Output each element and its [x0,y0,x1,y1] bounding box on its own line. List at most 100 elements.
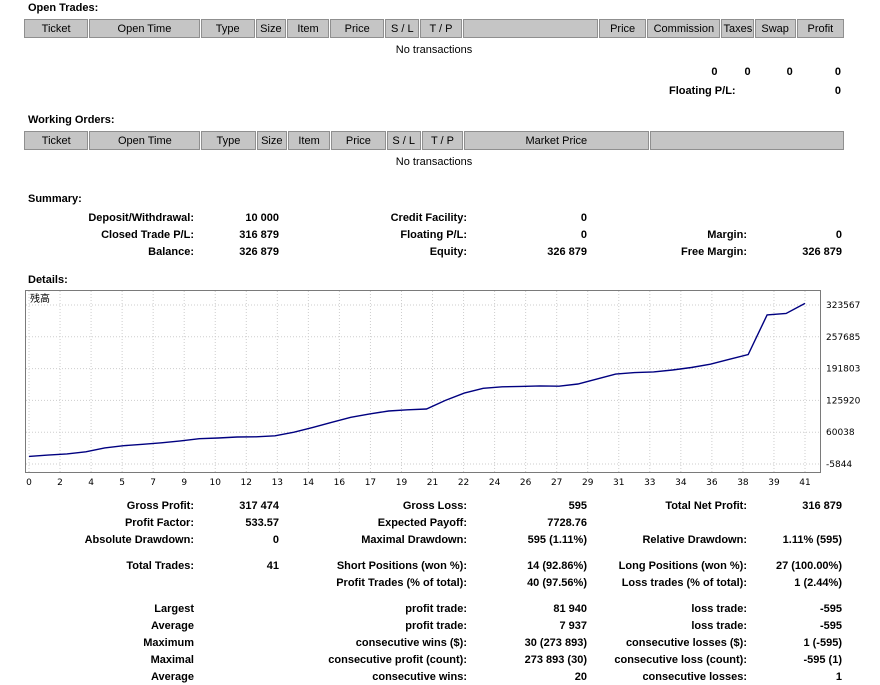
stat-label: Maximum [143,637,194,649]
x-axis-tick-label: 29 [582,478,594,488]
x-axis-tick-label: 33 [644,478,655,488]
stat-label: consecutive wins ($): [355,637,467,649]
y-axis-tick-label: -5844 [826,460,852,470]
x-axis-tick-label: 10 [210,478,222,488]
working-orders-column-header: Type [201,131,256,150]
stat-label: Largest [154,603,194,615]
stat-label: Profit Factor: [124,517,194,529]
stat-label: Gross Profit: [126,500,194,512]
stat-value [197,668,282,685]
summary-row: Balance: 326 879 Equity: 326 879 Free Margin… [23,243,845,260]
stat-label: consecutive loss (count): [614,654,747,666]
open-trades-column-header [462,19,599,38]
series-label: 残高 [30,292,50,305]
stat-label: consecutive losses ($): [625,637,747,649]
stat-value: 41 [266,560,279,572]
stat-value: 20 [574,671,587,683]
stat-value: 595 [568,500,587,512]
balance-line [28,302,806,458]
totals-value: 0 [834,66,841,78]
y-axis-tick-label: 323567 [826,301,860,311]
summary-label: Equity: [429,246,467,258]
summary-value: 326 879 [802,246,842,258]
open-trades-column-header: Size [255,19,286,38]
working-orders-column-header: Open Time [89,131,201,150]
stat-value [750,514,845,531]
stat-value [197,574,282,591]
x-axis-tick-label: 41 [799,478,810,488]
working-orders-column-header [649,131,844,150]
summary-value: 0 [835,229,842,241]
open-trades-column-header: Profit [796,19,844,38]
x-axis-tick-label: 7 [150,478,156,488]
summary-row: Closed Trade P/L: 316 879 Floating P/L: 0 Ma… [23,226,845,243]
y-axis-tick-label: 125920 [826,396,861,406]
x-axis-tick-label: 16 [334,478,346,488]
floating-pl-row: Floating P/L: 0 [24,80,844,99]
plot-border [25,290,821,473]
stat-value: 14 (92.86%) [527,560,587,572]
totals-value: 0 [744,66,751,78]
stat-row: Gross Profit: 317 474 Gross Loss: 595 Total … [23,497,845,514]
open-trades-column-header: Taxes [721,19,754,38]
summary-value [750,209,845,226]
working-orders-column-header: Size [256,131,287,150]
stat-value: 40 (97.56%) [527,577,587,589]
summary-label: Margin: [707,229,747,241]
stat-row: Maximal consecutive profit (count): 273 89… [23,651,845,668]
open-trades-column-header: Swap [754,19,796,38]
floating-pl-value: 0 [834,85,841,97]
x-axis-tick-label: 38 [737,478,749,488]
working-orders-column-header: S / L [386,131,421,150]
stat-value: 1 (-595) [803,637,842,649]
summary-label: Balance: [148,246,194,258]
stat-label: Maximal Drawdown: [361,534,467,546]
stat-value: 1.11% (595) [782,534,842,546]
x-axis-tick-label: 12 [241,478,252,488]
summary-value: 10 000 [245,212,279,224]
x-axis-tick-label: 9 [181,478,187,488]
working-orders-column-header: Price [331,131,386,150]
working-orders-column-header: Item [287,131,331,150]
stat-label: Absolute Drawdown: [84,534,194,546]
open-trades-column-header: S / L [385,19,420,38]
stat-label: Profit Trades (% of total): [336,577,467,589]
stat-value: 595 (1.11%) [527,534,587,546]
open-trades-column-header: Ticket [24,19,89,38]
summary-value: 0 [580,229,587,241]
summary-label: Free Margin: [680,246,747,258]
details-title: Details: [28,274,68,286]
stat-row: Total Trades: 41 Short Positions (won %): 1… [23,557,845,574]
open-trades-empty-row: No transactions [24,39,844,58]
stat-label: Total Net Profit: [665,500,747,512]
stat-label [590,514,750,531]
open-trades-title: Open Trades: [28,2,99,14]
totals-value: 0 [711,66,718,78]
stat-value [197,651,282,668]
stat-label: Average [150,671,194,683]
stat-value: 273 893 (30) [524,654,587,666]
stat-label: Gross Loss: [402,500,467,512]
open-trades-column-header: Open Time [89,19,200,38]
stat-value: 533.57 [245,517,279,529]
x-axis-tick-label: 34 [675,478,687,488]
y-axis-tick-label: 257685 [826,333,860,343]
x-axis-tick-label: 0 [26,478,32,488]
stat-row: Average consecutive wins: 20 consecutive lo… [23,668,845,685]
summary-label: Deposit/Withdrawal: [88,212,194,224]
stat-value: 30 (273 893) [524,637,587,649]
summary-title: Summary: [28,193,82,205]
x-axis-tick-label: 39 [768,478,780,488]
stat-value: 7 937 [559,620,587,632]
stat-label: Total Trades: [126,560,194,572]
open-trades-column-header: T / P [420,19,462,38]
stat-row [23,591,845,600]
summary-label: Credit Facility: [390,212,467,224]
x-axis-tick-label: 26 [520,478,532,488]
summary-label: Closed Trade P/L: [101,229,194,241]
x-axis-tick-label: 19 [396,478,408,488]
summary-value: 316 879 [239,229,279,241]
balance-chart: 0 2 4 5 7 9 10 12 13 14 16 17 19 21 22 24 26 27 29 31 33 34 36… [25,290,861,488]
